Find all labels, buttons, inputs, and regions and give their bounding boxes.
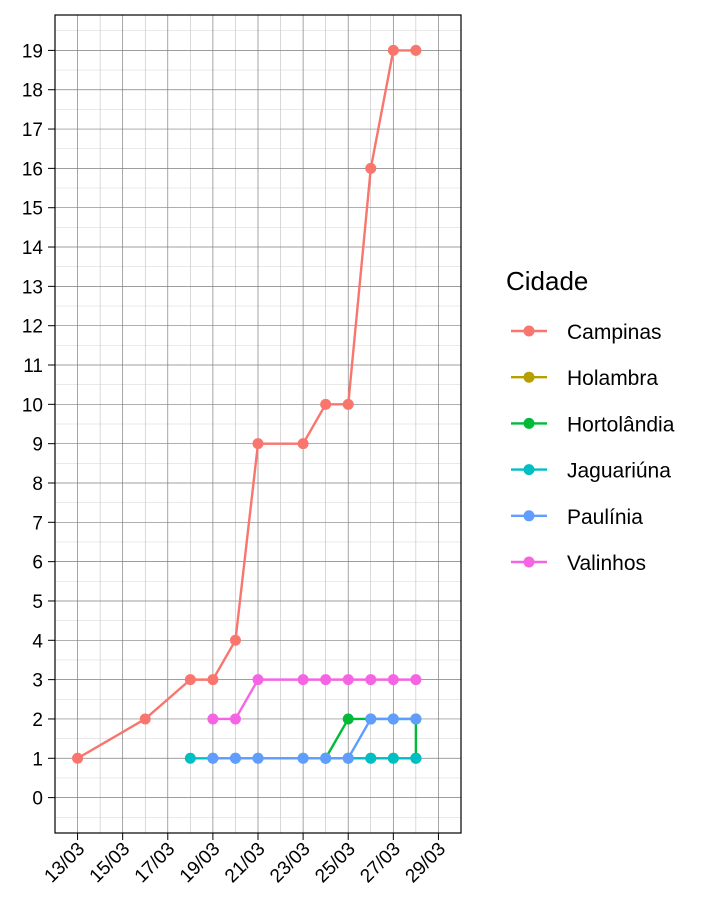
data-point-campinas <box>410 44 422 56</box>
y-tick-label: 7 <box>32 513 43 534</box>
data-point-campinas <box>184 674 196 686</box>
x-tick-label: 23/03 <box>266 839 314 887</box>
data-point-valinhos <box>207 713 219 725</box>
x-axis-tick-labels: 13/0315/0317/0319/0321/0323/0325/0327/03… <box>41 839 450 887</box>
data-point-valinhos <box>252 674 264 686</box>
x-tick-label: 29/03 <box>402 839 450 887</box>
legend-label: Paulínia <box>567 506 643 529</box>
y-tick-label: 15 <box>22 199 43 220</box>
data-point-jaguariuna <box>387 752 399 764</box>
legend-items: Campinas Holambra Hortolândia Jaguariúna Pau… <box>511 321 675 575</box>
legend-label: Campinas <box>567 321 662 344</box>
series-paulinia <box>207 713 422 764</box>
data-point-valinhos <box>320 674 332 686</box>
data-point-campinas <box>229 634 241 646</box>
legend-key-point <box>523 556 535 568</box>
data-point-valinhos <box>297 674 309 686</box>
legend-item-valinhos: Valinhos <box>511 552 646 575</box>
legend-label: Jaguariúna <box>567 460 671 483</box>
y-tick-label: 19 <box>22 41 43 62</box>
y-tick-label: 13 <box>22 277 43 298</box>
series-valinhos <box>207 674 422 725</box>
legend-item-jaguariuna: Jaguariúna <box>511 460 671 483</box>
data-point-paulinia <box>342 752 354 764</box>
y-tick-label: 8 <box>32 474 43 495</box>
legend-item-hortolandia: Hortolândia <box>511 413 675 436</box>
x-tick-label: 17/03 <box>131 839 179 887</box>
data-point-jaguariuna <box>365 752 377 764</box>
data-point-campinas <box>342 398 354 410</box>
legend-label: Hortolândia <box>567 413 675 436</box>
legend-key-point <box>523 417 535 429</box>
y-tick-label: 12 <box>22 317 43 338</box>
data-point-campinas <box>72 752 84 764</box>
data-point-jaguariuna <box>410 752 422 764</box>
data-point-paulinia <box>410 713 422 725</box>
data-point-campinas <box>297 438 309 450</box>
x-tick-label: 13/03 <box>41 839 89 887</box>
legend-key-point <box>523 510 535 522</box>
data-point-campinas <box>252 438 264 450</box>
data-point-paulinia <box>207 752 219 764</box>
legend-label: Valinhos <box>567 552 646 575</box>
legend-key-point <box>523 464 535 476</box>
legend-key-point <box>523 371 535 383</box>
data-point-paulinia <box>229 752 241 764</box>
y-tick-label: 17 <box>22 120 43 141</box>
data-point-campinas <box>139 713 151 725</box>
y-tick-label: 2 <box>32 710 43 731</box>
legend-label: Holambra <box>567 367 658 390</box>
series-layer <box>72 44 422 764</box>
data-point-paulinia <box>320 752 332 764</box>
y-tick-label: 5 <box>32 592 43 613</box>
data-point-valinhos <box>229 713 241 725</box>
data-point-campinas <box>387 44 399 56</box>
data-point-paulinia <box>252 752 264 764</box>
data-point-valinhos <box>342 674 354 686</box>
x-tick-label: 21/03 <box>221 839 269 887</box>
series-campinas <box>72 44 422 764</box>
x-tick-label: 15/03 <box>86 839 134 887</box>
y-tick-label: 4 <box>32 631 43 652</box>
data-point-campinas <box>207 674 219 686</box>
data-point-paulinia <box>387 713 399 725</box>
y-tick-label: 18 <box>22 81 43 102</box>
y-tick-label: 10 <box>22 395 43 416</box>
y-tick-label: 1 <box>32 749 43 770</box>
data-point-hortolandia <box>342 713 354 725</box>
axis-ticks <box>48 49 439 840</box>
legend-item-holambra: Holambra <box>511 367 658 390</box>
data-point-campinas <box>320 398 332 410</box>
x-tick-label: 19/03 <box>176 839 224 887</box>
series-line-campinas <box>76 49 416 760</box>
data-point-valinhos <box>410 674 422 686</box>
y-tick-label: 9 <box>32 435 43 456</box>
data-point-campinas <box>365 162 377 174</box>
data-point-valinhos <box>387 674 399 686</box>
data-point-paulinia <box>297 752 309 764</box>
data-point-jaguariuna <box>184 752 196 764</box>
y-tick-label: 3 <box>32 671 43 692</box>
legend-title: Cidade <box>506 266 588 296</box>
y-tick-label: 16 <box>22 159 43 180</box>
x-tick-label: 25/03 <box>311 839 359 887</box>
legend: Cidade Campinas Holambra Hortolândia Jaguar… <box>506 266 675 575</box>
y-tick-label: 14 <box>22 238 44 259</box>
data-point-valinhos <box>365 674 377 686</box>
legend-item-campinas: Campinas <box>511 321 662 344</box>
y-tick-label: 0 <box>32 789 43 810</box>
legend-key-point <box>523 325 535 337</box>
data-point-paulinia <box>365 713 377 725</box>
major-gridlines <box>55 15 461 833</box>
legend-item-paulinia: Paulínia <box>511 506 643 529</box>
x-tick-label: 27/03 <box>356 839 404 887</box>
y-tick-label: 6 <box>32 553 43 574</box>
y-tick-label: 11 <box>23 356 43 377</box>
